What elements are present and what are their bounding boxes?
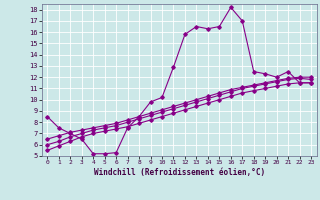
X-axis label: Windchill (Refroidissement éolien,°C): Windchill (Refroidissement éolien,°C): [94, 168, 265, 177]
